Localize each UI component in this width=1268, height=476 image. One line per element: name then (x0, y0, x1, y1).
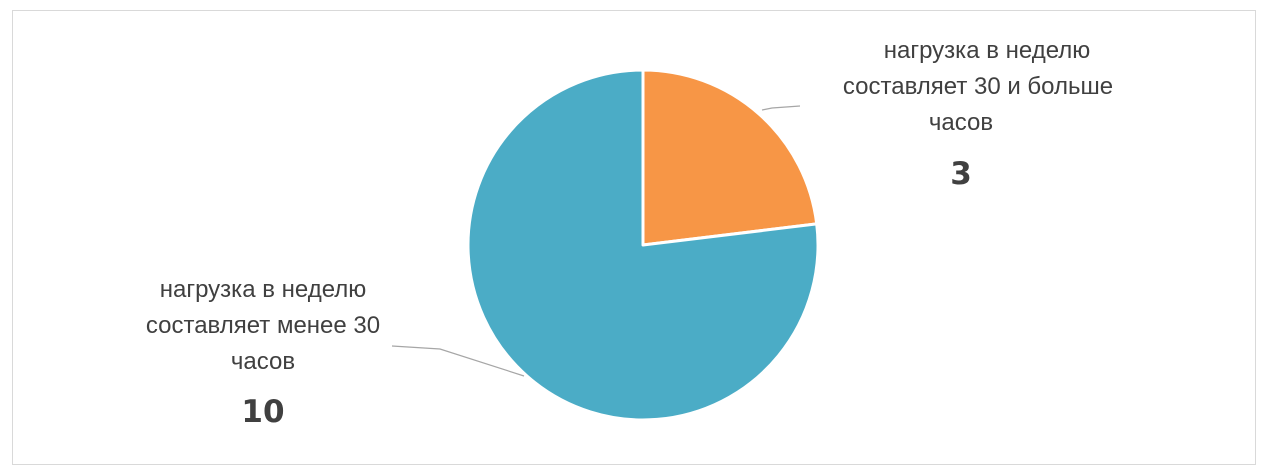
leader-lines (391, 105, 801, 377)
slice-label-line: часов (231, 348, 295, 375)
slice-label-line: нагрузка в неделю (884, 37, 1091, 64)
slice-value-label: 3 (950, 156, 972, 192)
slice-value-label: 10 (241, 394, 284, 430)
pie-slice (466, 68, 820, 422)
slice-label-line: составляет 30 и больше (843, 73, 1113, 100)
pie-slices (466, 68, 820, 422)
slice-label-line: нагрузка в неделю (160, 276, 367, 303)
slice-label-line: часов (929, 109, 993, 136)
slice-label-line: составляет менее 30 (146, 312, 380, 339)
pie-slice (641, 68, 819, 247)
slice-label-lower: нагрузка в неделю составляет менее 30 ча… (146, 276, 380, 430)
leader-line (761, 105, 801, 111)
slice-label-upper: нагрузка в неделю составляет 30 и больше… (843, 37, 1113, 192)
leader-line (391, 345, 525, 377)
